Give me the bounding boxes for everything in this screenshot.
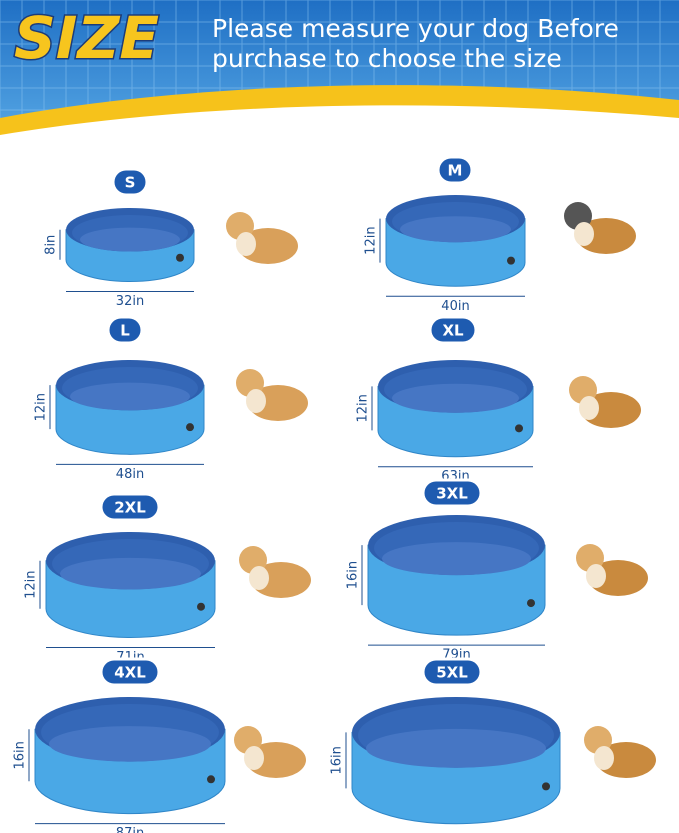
drain — [527, 599, 535, 608]
size-item: 48in 12in L — [34, 315, 308, 482]
height-label: 16in — [13, 741, 28, 769]
drain — [176, 253, 184, 262]
photo-dog-chest — [236, 232, 256, 256]
size-badge — [421, 478, 483, 508]
photo-dog-chest — [579, 396, 599, 420]
pool-floor — [60, 557, 201, 590]
size-item: 87in 16in 4XL — [13, 657, 306, 833]
pool-floor — [80, 227, 180, 252]
size-badge — [111, 167, 149, 197]
drain — [207, 775, 215, 784]
height-label: 16in — [346, 561, 361, 589]
drain — [186, 423, 194, 432]
pool-floor — [49, 726, 211, 762]
drain — [507, 256, 515, 265]
size-label: M — [448, 162, 463, 180]
height-label: 12in — [34, 393, 49, 421]
size-badge — [428, 315, 478, 345]
size-badge — [436, 155, 474, 185]
size-label: L — [120, 322, 130, 340]
size-badge — [99, 492, 161, 522]
drain — [197, 602, 205, 611]
size-badge — [106, 315, 144, 345]
title: SIZE — [14, 4, 159, 72]
diameter-label: 40in — [441, 299, 469, 314]
size-label: 3XL — [436, 485, 468, 503]
diameter-label: 32in — [116, 294, 144, 309]
diameter-label: 48in — [116, 467, 144, 482]
drain — [542, 782, 550, 791]
header: SIZE Please measure your dog Before purc… — [0, 0, 679, 160]
size-badge — [99, 657, 161, 687]
pool-floor — [392, 383, 519, 413]
photo-dog-chest — [586, 564, 606, 588]
size-item: 40in 12in M — [364, 155, 636, 314]
height-label: 12in — [356, 394, 371, 422]
drain — [515, 424, 523, 433]
size-badge — [421, 657, 483, 687]
wave-white — [0, 105, 679, 160]
height-label: 16in — [330, 746, 345, 774]
photo-dog-chest — [594, 746, 614, 770]
photo-dog-chest — [574, 222, 594, 246]
size-item: 32in 8in S — [44, 167, 298, 309]
height-label: 12in — [364, 226, 379, 254]
pool-floor — [382, 542, 531, 576]
pool-floor — [400, 216, 511, 243]
photo-dog-chest — [249, 566, 269, 590]
height-label: 8in — [44, 235, 59, 255]
diameter-label: 87in — [116, 826, 144, 833]
size-item: 97in16in5XL — [330, 657, 656, 825]
photo-dog-chest — [246, 389, 266, 413]
subtitle-line: purchase to choose the size — [212, 44, 562, 73]
subtitle-line: Please measure your dog Before — [212, 14, 619, 43]
size-label: XL — [442, 322, 464, 340]
pool-floor — [366, 728, 546, 768]
size-label: 4XL — [114, 664, 146, 682]
size-label: S — [125, 174, 136, 192]
pool-floor — [70, 382, 190, 411]
height-label: 12in — [24, 571, 39, 599]
size-label: 5XL — [436, 664, 468, 682]
photo-dog-chest — [244, 746, 264, 770]
size-label: 2XL — [114, 499, 146, 517]
